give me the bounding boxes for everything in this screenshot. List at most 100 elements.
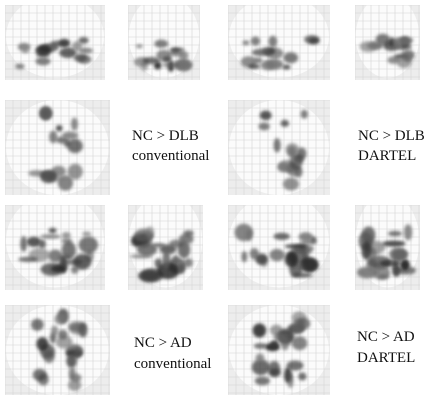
activation-blob [396, 266, 416, 275]
activation-blob [145, 226, 155, 238]
activation-blob [183, 230, 194, 237]
activation-blob [268, 360, 281, 377]
activation-blob [140, 61, 149, 72]
activation-blob [57, 329, 68, 340]
activation-blob [15, 63, 25, 70]
activation-blob [373, 265, 391, 280]
activation-blob [78, 236, 99, 254]
activation-blob [250, 36, 261, 46]
activation-blob [39, 106, 53, 121]
activation-blob [54, 313, 66, 325]
activation-blob [234, 223, 253, 242]
brain-view [228, 100, 330, 195]
activation-blob [61, 231, 71, 239]
activation-blob [254, 376, 271, 386]
glass-brain [5, 100, 110, 195]
activation-blob [61, 241, 76, 260]
activation-blob [154, 258, 163, 269]
activation-blob [361, 241, 372, 259]
activation-blob [184, 258, 193, 268]
activation-blob [270, 340, 279, 349]
activation-blob [58, 38, 71, 48]
activation-blob [61, 131, 79, 140]
brain-view [355, 205, 420, 290]
activation-blob [138, 269, 160, 282]
activation-blob [285, 143, 300, 156]
glass-brain [355, 205, 420, 290]
glass-brain [128, 5, 200, 80]
activation-blob [273, 232, 291, 241]
panel-label: NC > DLB [132, 128, 199, 144]
activation-blob [59, 47, 77, 59]
activation-blob [242, 40, 250, 46]
activation-blob [66, 353, 77, 368]
activation-blob [402, 258, 409, 271]
activation-blob [388, 37, 396, 47]
activation-blob [273, 332, 286, 342]
activation-blob [48, 227, 57, 234]
activation-blob [18, 256, 38, 262]
glass-brain [228, 100, 330, 195]
activation-blob [68, 379, 82, 392]
glass-brain [5, 205, 105, 290]
brain-view [5, 205, 105, 290]
activation-blob [73, 347, 82, 360]
activation-blob [55, 335, 73, 349]
glass-brain [5, 305, 110, 395]
activation-blob [67, 163, 83, 180]
activation-blob [82, 231, 92, 237]
activation-blob [269, 248, 285, 262]
activation-blob [178, 51, 189, 60]
glass-brain [355, 5, 420, 80]
activation-blob [287, 373, 294, 388]
brain-view [128, 5, 200, 80]
activation-blob [43, 350, 55, 364]
activation-blob [172, 255, 179, 264]
activation-blob [268, 35, 278, 48]
activation-blob [255, 253, 268, 265]
activation-blob [48, 249, 63, 263]
activation-blob [300, 109, 308, 119]
panel-label: NC > DLB [358, 128, 425, 144]
brain-view [228, 205, 330, 290]
activation-blob [32, 368, 47, 381]
panel-label: conventional [132, 148, 209, 164]
activation-blob [258, 122, 270, 131]
brain-view [228, 305, 330, 395]
activation-blob [35, 44, 51, 57]
activation-blob [68, 366, 76, 380]
activation-blob [251, 359, 270, 376]
activation-blob [282, 177, 300, 191]
activation-blob [391, 248, 409, 261]
panel-label: DARTEL [357, 350, 415, 366]
activation-blob [26, 236, 41, 247]
brain-view [5, 100, 110, 195]
activation-blob [396, 56, 412, 69]
activation-blob [78, 47, 94, 54]
glass-brains [5, 5, 420, 395]
activation-blob [280, 119, 290, 127]
activation-blob [174, 58, 193, 71]
activation-blob [169, 47, 185, 52]
activation-blob [71, 41, 83, 51]
activation-blob [260, 60, 276, 71]
activation-blob [178, 233, 194, 245]
activation-blob [135, 44, 143, 49]
activation-blob [387, 230, 403, 237]
activation-blob [284, 251, 299, 268]
activation-blob [299, 243, 308, 251]
activation-blob [259, 110, 272, 121]
activation-blob [71, 117, 78, 131]
activation-blob [169, 239, 183, 248]
activation-blob [286, 360, 304, 371]
brain-view [355, 5, 420, 80]
activation-blob [162, 251, 171, 269]
activation-blob [382, 240, 406, 247]
brain-view [5, 305, 110, 395]
activation-blob [51, 265, 65, 273]
glass-brain [228, 205, 330, 290]
activation-blob [241, 251, 248, 263]
activation-blob [291, 272, 313, 278]
activation-blob [379, 259, 401, 267]
activation-blob [162, 62, 180, 68]
